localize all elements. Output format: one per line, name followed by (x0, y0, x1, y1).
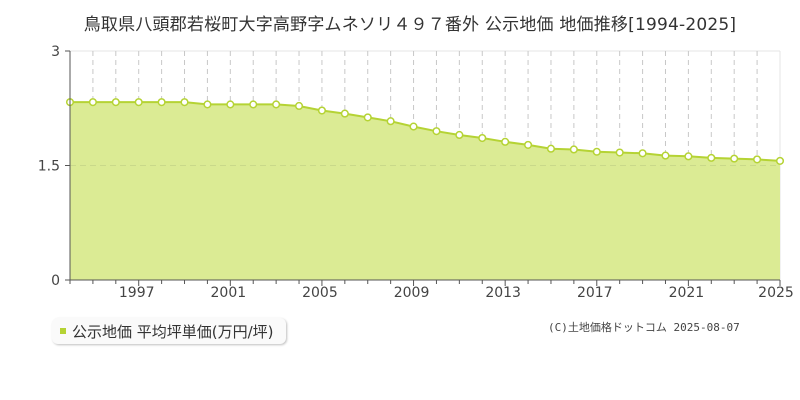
data-point (546, 144, 556, 153)
data-point (134, 98, 143, 107)
data-point (340, 109, 349, 118)
x-tick-label: 2005 (302, 285, 338, 301)
data-point (203, 100, 212, 109)
data-point (455, 130, 464, 140)
data-point (111, 98, 120, 107)
data-point (363, 113, 372, 122)
y-tick-label: 3 (51, 44, 60, 60)
x-tick-label: 2017 (577, 285, 613, 301)
data-point (386, 117, 395, 126)
data-point (775, 156, 785, 165)
data-point (569, 145, 578, 154)
price-area (70, 102, 780, 280)
axes (65, 50, 781, 286)
x-axis-labels: 1997 2001 2005 2009 2013 2017 2021 2025 (119, 285, 794, 301)
data-point (478, 133, 487, 143)
y-tick-label: 0 (51, 273, 60, 289)
y-axis-labels: 01.53 (38, 44, 60, 289)
data-point (615, 148, 624, 157)
data-point (730, 154, 739, 163)
x-tick-label: 2001 (211, 285, 247, 301)
data-point (753, 155, 762, 164)
data-point (294, 101, 304, 111)
data-point (180, 98, 189, 107)
data-point (707, 153, 716, 162)
data-point (661, 151, 670, 160)
x-tick-label: 2013 (485, 285, 521, 301)
data-point (88, 98, 97, 107)
data-point (409, 122, 418, 131)
data-point (524, 140, 533, 149)
data-point (432, 127, 441, 136)
data-point (592, 147, 601, 156)
data-point (272, 100, 281, 109)
legend: 公示地価 平均坪単価(万円/坪) (52, 318, 286, 344)
x-tick-label: 2009 (394, 285, 430, 301)
copyright-credit: (C)土地価格ドットコム 2025-08-07 (548, 321, 740, 334)
data-point (684, 152, 693, 161)
data-point (226, 100, 235, 109)
x-tick-label: 1997 (119, 285, 155, 301)
data-points (65, 98, 785, 165)
data-point (249, 100, 258, 109)
x-tick-label: 2025 (758, 285, 794, 301)
chart-title: 鳥取県八頭郡若桜町大字高野字ムネソリ４９７番外 公示地価 地価推移[1994-2… (83, 15, 737, 35)
data-point (157, 98, 166, 107)
data-point (638, 149, 647, 158)
data-point (501, 137, 510, 146)
data-point (317, 106, 326, 115)
legend-label: 公示地価 平均坪単価(万円/坪) (72, 322, 274, 341)
legend-swatch-icon (60, 328, 66, 334)
x-tick-label: 2021 (669, 285, 705, 301)
y-tick-label: 1.5 (38, 159, 60, 175)
